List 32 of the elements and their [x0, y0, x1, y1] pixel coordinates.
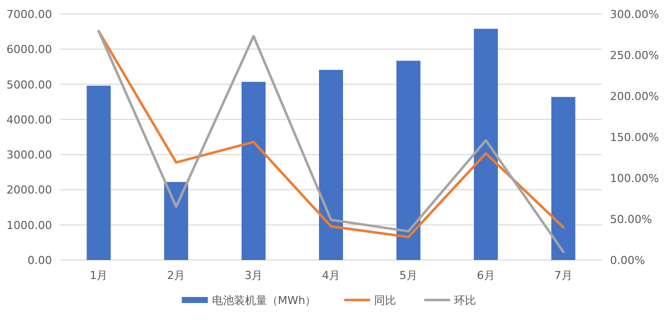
y2-tick-label: 300.00%	[610, 8, 659, 21]
bar	[242, 82, 266, 260]
legend-label: 电池装机量（MWh）	[212, 294, 316, 307]
y2-tick-label: 150.00%	[610, 131, 659, 144]
y-tick-label: 4000.00	[6, 113, 52, 126]
y2-tick-label: 200.00%	[610, 90, 659, 103]
bar	[164, 182, 188, 260]
y2-tick-label: 250.00%	[610, 49, 659, 62]
y2-tick-label: 50.00%	[610, 213, 652, 226]
x-tick-label: 3月	[244, 269, 263, 282]
bar	[551, 96, 576, 260]
y-tick-label: 2000.00	[6, 184, 52, 197]
y-tick-label: 3000.00	[6, 148, 52, 162]
x-tick-label: 7月	[554, 269, 572, 282]
legend-label: 环比	[454, 294, 476, 307]
x-tick-label: 4月	[322, 269, 340, 282]
x-tick-label: 5月	[399, 269, 418, 282]
x-tick-label: 6月	[476, 269, 495, 282]
y-tick-label: 6000.00	[6, 43, 52, 56]
y-tick-label: 5000.00	[6, 78, 52, 92]
y-tick-label: 7000.00	[6, 8, 52, 21]
x-tick-label: 1月	[90, 269, 108, 282]
y2-tick-label: 100.00%	[610, 172, 659, 185]
y2-tick-label: 0.00%	[610, 254, 645, 267]
bar	[474, 28, 498, 260]
bar	[396, 60, 420, 260]
legend-label: 同比	[374, 294, 396, 307]
y-tick-label: 0.00	[28, 254, 52, 267]
bar	[319, 70, 343, 260]
y-tick-label: 1000.00	[6, 218, 52, 232]
x-tick-label: 2月	[167, 269, 186, 282]
bar	[86, 86, 111, 260]
